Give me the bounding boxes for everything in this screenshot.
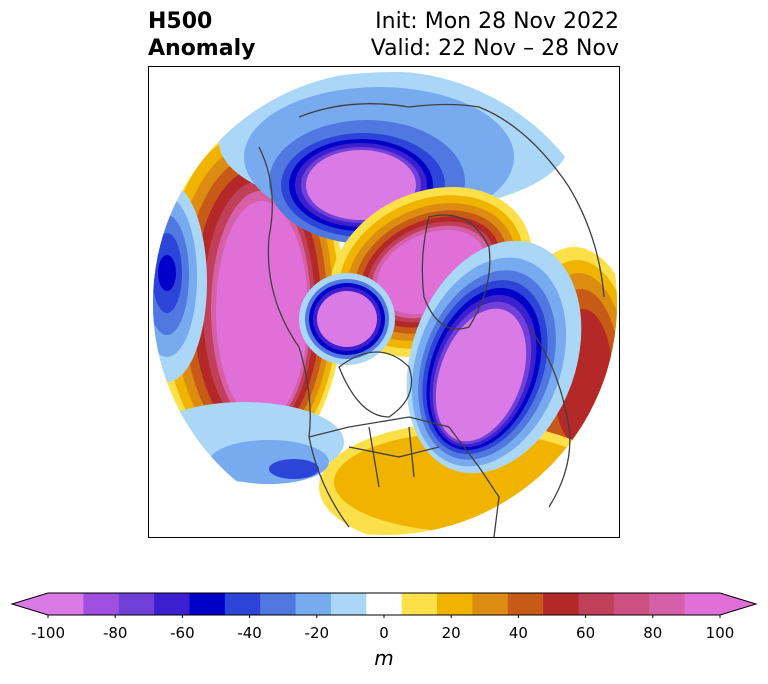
colorbar-tick-label: 20 [441, 624, 461, 642]
colorbar-bin [366, 593, 403, 615]
anomaly-map [148, 66, 620, 538]
colorbar-bin [224, 593, 261, 615]
colorbar-extend-low [12, 593, 48, 615]
colorbar-bin [260, 593, 297, 615]
title-field-type: Anomaly [148, 36, 256, 61]
colorbar-tick-label: -60 [170, 624, 195, 642]
colorbar-unit-label: m [374, 646, 394, 670]
colorbar-bin [401, 593, 438, 615]
colorbar-tick-label: 100 [705, 624, 735, 642]
colorbar [10, 592, 758, 618]
trough-southwest [153, 402, 344, 484]
init-time-label: Init: Mon 28 Nov 2022 [375, 9, 619, 34]
trough-west-pacific [153, 182, 207, 382]
ridge-alaska [154, 122, 344, 472]
colorbar-bin [649, 593, 686, 615]
colorbar-bin [578, 593, 615, 615]
colorbar-bin [613, 593, 650, 615]
colorbar-tick-label: 0 [379, 624, 389, 642]
colorbar-tick-label: 80 [643, 624, 663, 642]
colorbar-bin [507, 593, 544, 615]
colorbar-tick-label: -80 [102, 624, 128, 642]
colorbar-bin [543, 593, 580, 615]
title-left: H500 Anomaly [148, 8, 255, 62]
colorbar-extend-high [720, 593, 756, 615]
title-variable: H500 [148, 9, 213, 34]
map-svg [153, 72, 617, 537]
colorbar-tick-label: -20 [304, 624, 330, 642]
colorbar-tick-label: -40 [237, 624, 262, 642]
colorbar-bin [472, 593, 509, 615]
title-right: Init: Mon 28 Nov 2022 Valid: 22 Nov – 28… [371, 8, 619, 62]
colorbar-bin [437, 593, 473, 615]
colorbar-tick-label: -100 [30, 624, 66, 642]
colorbar-tick-label: 40 [508, 624, 528, 642]
colorbar-bin [684, 593, 721, 615]
valid-period-label: Valid: 22 Nov – 28 Nov [370, 36, 619, 61]
colorbar-tick-label: 60 [576, 624, 596, 642]
trough-hudson-bay [299, 273, 395, 365]
coastlines [258, 103, 605, 537]
colorbar-bin [48, 593, 84, 615]
colorbar-bin [118, 593, 155, 615]
colorbar-bin [330, 593, 367, 615]
colorbar-bin [83, 593, 120, 615]
colorbar-bin [295, 593, 332, 615]
colorbar-bin [189, 593, 226, 615]
colorbar-bin [154, 593, 190, 615]
